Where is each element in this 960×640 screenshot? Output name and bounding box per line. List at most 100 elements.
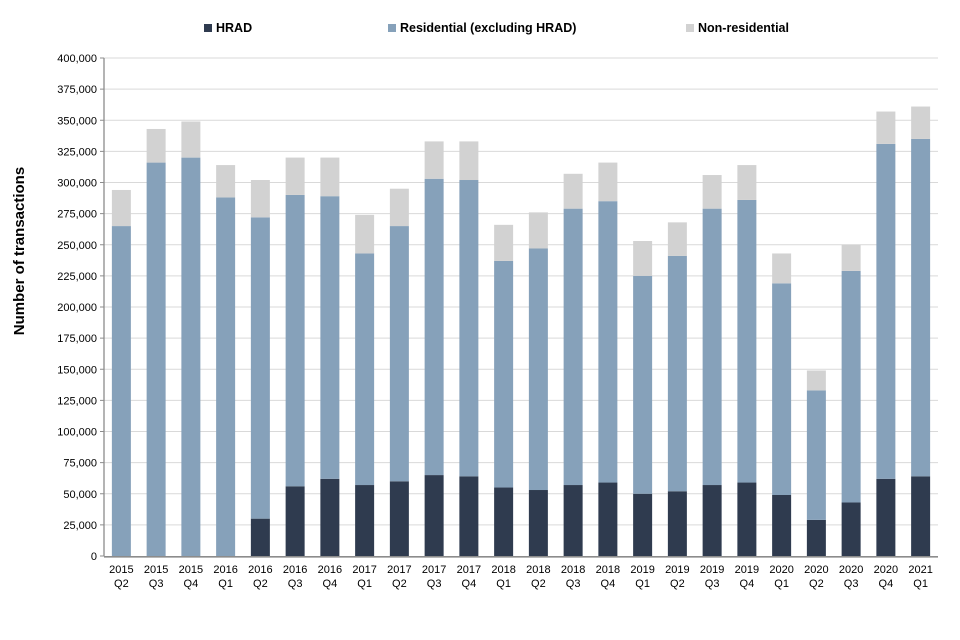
- bar-segment-hrad-2018-q2: [528, 490, 548, 556]
- bar-segment-non-residential-2015-q3: [146, 128, 166, 163]
- x-tick-label: 2019 Q2: [665, 564, 689, 590]
- x-tick-label: 2017 Q1: [352, 564, 376, 590]
- legend-label-non-residential: Non-residential: [698, 21, 789, 35]
- axes: [100, 57, 938, 558]
- bar-segment-residential-excluding-hrad-2017-q3: [424, 178, 444, 476]
- x-tick-label: 2021 Q1: [908, 564, 932, 590]
- bar-segment-residential-excluding-hrad-2015-q2: [111, 226, 131, 556]
- y-tick-label: 300,000: [57, 178, 97, 190]
- bar-segment-residential-excluding-hrad-2016-q3: [285, 194, 305, 487]
- y-axis-title: Number of transactions: [11, 167, 28, 335]
- bar-segment-non-residential-2016-q4: [320, 157, 340, 197]
- bar-segment-non-residential-2020-q1: [772, 253, 792, 284]
- bar-segment-residential-excluding-hrad-2018-q3: [563, 208, 583, 486]
- bar-segment-non-residential-2017-q2: [389, 188, 409, 227]
- bar-segment-residential-excluding-hrad-2018-q1: [494, 260, 514, 488]
- y-tick-label: 250,000: [57, 240, 97, 252]
- x-axis-tick-labels: 2015 Q2 2015 Q3 2015 Q4 2016 Q1 2016 Q2 2016 Q3 2016…: [109, 564, 933, 590]
- bar-segment-residential-excluding-hrad-2018-q2: [528, 248, 548, 491]
- bar-segment-non-residential-2019-q2: [667, 222, 687, 256]
- y-tick-label: 200,000: [57, 302, 97, 314]
- y-tick-label: 375,000: [57, 84, 97, 96]
- x-tick-label: 2019 Q1: [630, 564, 654, 590]
- bar-segment-residential-excluding-hrad-2016-q2: [250, 217, 270, 519]
- legend-item-residential-excluding-hrad: Residential (excluding HRAD): [388, 21, 576, 35]
- bar-segment-residential-excluding-hrad-2019-q3: [702, 208, 722, 486]
- y-tick-label: 175,000: [57, 333, 97, 345]
- bar-segment-non-residential-2016-q3: [285, 157, 305, 195]
- bar-segment-non-residential-2017-q3: [424, 141, 444, 179]
- y-tick-label: 150,000: [57, 364, 97, 376]
- x-tick-label: 2017 Q2: [387, 564, 411, 590]
- bar-segment-residential-excluding-hrad-2020-q2: [806, 390, 826, 520]
- bar-segment-residential-excluding-hrad-2021-q1: [911, 138, 931, 477]
- x-tick-label: 2016 Q3: [283, 564, 307, 590]
- bar-segment-residential-excluding-hrad-2019-q4: [737, 199, 757, 483]
- x-tick-label: 2020 Q2: [804, 564, 828, 590]
- bar-segment-non-residential-2016-q2: [250, 180, 270, 218]
- bar-segment-residential-excluding-hrad-2015-q4: [181, 157, 201, 556]
- legend-swatch-non-residential: [686, 24, 694, 32]
- legend-swatch-residential: [388, 24, 396, 32]
- legend-item-hrad: HRAD: [204, 21, 252, 35]
- bar-segment-non-residential-2018-q2: [528, 212, 548, 249]
- y-tick-label: 400,000: [57, 53, 97, 65]
- bar-segment-non-residential-2015-q2: [111, 189, 131, 227]
- legend-swatch-hrad: [204, 24, 212, 32]
- bar-segment-non-residential-2020-q2: [806, 370, 826, 391]
- bar-segment-non-residential-2019-q3: [702, 175, 722, 209]
- bar-segment-hrad-2019-q3: [702, 485, 722, 556]
- x-tick-label: 2015 Q4: [179, 564, 203, 590]
- bar-segment-non-residential-2020-q4: [876, 111, 896, 144]
- y-axis-tick-labels: 0 25,000 50,000 75,000 100,000 125,000 150,000…: [57, 53, 97, 563]
- bar-segment-non-residential-2019-q4: [737, 165, 757, 200]
- x-tick-label: 2016 Q1: [213, 564, 237, 590]
- bar-segment-non-residential-2017-q1: [355, 214, 375, 254]
- x-tick-label: 2019 Q3: [700, 564, 724, 590]
- legend-item-non-residential: Non-residential: [686, 21, 789, 35]
- bar-segment-residential-excluding-hrad-2016-q1: [216, 197, 236, 556]
- bar-segment-residential-excluding-hrad-2018-q4: [598, 201, 618, 483]
- bar-segment-hrad-2020-q4: [876, 478, 896, 556]
- x-tick-label: 2016 Q2: [248, 564, 272, 590]
- bar-segment-residential-excluding-hrad-2017-q4: [459, 180, 479, 477]
- bar-segment-non-residential-2016-q1: [216, 165, 236, 198]
- x-tick-label: 2016 Q4: [318, 564, 342, 590]
- bar-segment-hrad-2016-q4: [320, 478, 340, 556]
- bar-segment-non-residential-2019-q1: [633, 241, 653, 276]
- bar-segment-hrad-2017-q3: [424, 475, 444, 556]
- bar-segment-hrad-2020-q2: [806, 519, 826, 556]
- bar-segment-hrad-2017-q4: [459, 476, 479, 556]
- bar-segment-hrad-2017-q2: [389, 481, 409, 556]
- bar-segment-non-residential-2018-q4: [598, 162, 618, 202]
- y-tick-label: 25,000: [63, 520, 97, 532]
- bar-segment-hrad-2019-q4: [737, 482, 757, 556]
- x-tick-label: 2018 Q3: [561, 564, 585, 590]
- bar-segment-residential-excluding-hrad-2015-q3: [146, 162, 166, 556]
- x-tick-label: 2020 Q4: [874, 564, 898, 590]
- y-tick-label: 325,000: [57, 146, 97, 158]
- y-tick-label: 350,000: [57, 115, 97, 127]
- bar-segment-non-residential-2020-q3: [841, 244, 861, 271]
- x-tick-label: 2018 Q1: [491, 564, 515, 590]
- bar-segment-residential-excluding-hrad-2020-q4: [876, 143, 896, 479]
- bar-segment-hrad-2020-q1: [772, 494, 792, 556]
- x-tick-label: 2018 Q4: [596, 564, 620, 590]
- y-tick-label: 50,000: [63, 489, 97, 501]
- bar-segment-residential-excluding-hrad-2020-q1: [772, 283, 792, 495]
- y-tick-label: 275,000: [57, 209, 97, 221]
- y-tick-label: 225,000: [57, 271, 97, 283]
- x-tick-label: 2019 Q4: [735, 564, 759, 590]
- bar-segment-non-residential-2017-q4: [459, 141, 479, 181]
- x-tick-label: 2020 Q3: [839, 564, 863, 590]
- bar-segment-non-residential-2018-q1: [494, 224, 514, 261]
- bar-segment-non-residential-2021-q1: [911, 106, 931, 139]
- bar-segment-residential-excluding-hrad-2017-q2: [389, 226, 409, 482]
- bar-segment-hrad-2019-q2: [667, 491, 687, 556]
- y-tick-label: 100,000: [57, 427, 97, 439]
- bar-segment-non-residential-2015-q4: [181, 121, 201, 158]
- bar-segment-hrad-2016-q2: [250, 518, 270, 556]
- x-tick-label: 2017 Q4: [457, 564, 481, 590]
